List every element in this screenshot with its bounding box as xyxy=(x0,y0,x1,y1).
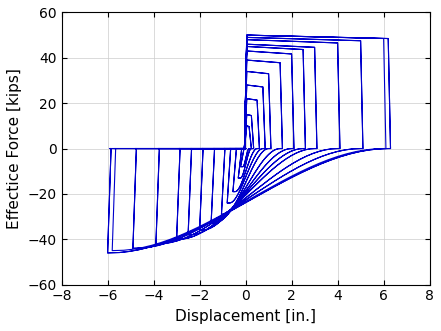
X-axis label: Displacement [in.]: Displacement [in.] xyxy=(175,309,316,324)
Y-axis label: Effectice Force [kips]: Effectice Force [kips] xyxy=(7,68,22,229)
